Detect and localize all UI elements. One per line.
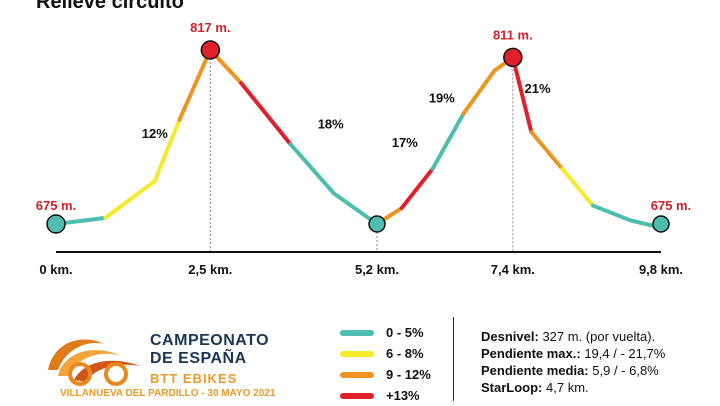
slope-label: 21%: [525, 81, 551, 96]
elevation-label: 675 m.: [651, 198, 691, 213]
legend-label: 9 - 12%: [386, 367, 431, 382]
legend-label: +13%: [386, 388, 420, 403]
legend-item: 6 - 8%: [340, 343, 431, 364]
stat-pendiente-max: Pendiente max.: 19,4 / - 21,7%: [481, 345, 665, 362]
legend-label: 6 - 8%: [386, 346, 424, 361]
km-tick-label: 5,2 km.: [355, 262, 399, 277]
vertical-divider: [453, 317, 454, 401]
legend-item: 9 - 12%: [340, 364, 431, 385]
cyclist-logo-icon: [48, 339, 140, 386]
stat-pendiente-media: Pendiente media: 5,9 / - 6,8%: [481, 362, 665, 379]
gradient-legend: 0 - 5% 6 - 8% 9 - 12% +13%: [340, 322, 431, 406]
elevation-label: 811 m.: [493, 27, 533, 42]
profile-segment: [430, 111, 466, 171]
profile-segment: [152, 117, 182, 184]
peak-marker: [200, 40, 221, 60]
brand-footer: VILLANUEVA DEL PARDILLO - 30 MAYO 2021: [60, 388, 276, 399]
brand-title-line2: DE ESPAÑA: [150, 350, 247, 367]
profile-segment: [510, 55, 534, 135]
km-tick-label: 7,4 km.: [491, 262, 535, 277]
profile-segment: [399, 166, 435, 211]
championship-logo: CAMPEONATO DE ESPAÑA BTT EBIKES VILLANUE…: [44, 330, 284, 402]
valley-marker: [368, 215, 386, 233]
route-stats: Desnivel: 327 m. (por vuelta). Pendiente…: [481, 328, 665, 396]
stat-name: Pendiente media:: [481, 363, 589, 378]
profile-segment: [591, 203, 633, 223]
legend-swatch: [340, 329, 374, 336]
legend-swatch: [340, 350, 374, 357]
profile-segment: [331, 191, 380, 226]
km-tick-label: 9,8 km.: [639, 262, 683, 277]
peak-marker: [503, 47, 523, 68]
elevation-label: 817 m.: [190, 20, 230, 35]
stat-value: 5,9 / - 6,8%: [592, 363, 659, 378]
legend-label: 0 - 5%: [386, 325, 424, 340]
stat-name: Pendiente max.:: [481, 346, 581, 361]
elevation-chart: 675 m. 817 m. 811 m. 675 m. 12% 18% 17% 19% 21% 0…: [36, 20, 691, 277]
stat-name: Desnivel:: [481, 329, 539, 344]
chart-title: Relieve circuito: [36, 0, 184, 13]
brand-title-line1: CAMPEONATO: [150, 332, 270, 349]
km-tick-label: 2,5 km.: [188, 262, 232, 277]
legend-swatch: [340, 392, 374, 399]
profile-segment: [461, 68, 497, 116]
end-marker: [652, 215, 670, 233]
profile-segment: [288, 142, 336, 196]
elevation-label: 675 m.: [36, 198, 76, 213]
profile-segment: [529, 130, 565, 171]
legend-item: 0 - 5%: [340, 322, 431, 343]
stat-value: 327 m. (por vuelta).: [542, 329, 656, 344]
slope-label: 18%: [318, 116, 344, 131]
stat-value: 4,7 km.: [546, 380, 589, 395]
profile-segment: [177, 48, 213, 122]
legend-item: +13%: [340, 385, 431, 406]
stat-starloop: StarLoop: 4,7 km.: [481, 379, 665, 396]
profile-segment: [239, 81, 293, 147]
km-tick-label: 0 km.: [39, 262, 72, 277]
slope-label: 19%: [429, 91, 455, 106]
stat-desnivel: Desnivel: 327 m. (por vuelta).: [481, 328, 665, 345]
start-marker: [46, 214, 66, 234]
stat-value: 19,4 / - 21,7%: [584, 346, 666, 361]
profile-segment: [560, 166, 596, 208]
legend-swatch: [340, 371, 374, 378]
brand-subtitle: BTT EBIKES: [150, 371, 238, 386]
stat-name: StarLoop:: [481, 380, 543, 395]
slope-label: 12%: [142, 126, 168, 141]
profile-segment: [103, 179, 157, 220]
slope-label: 17%: [392, 135, 418, 150]
